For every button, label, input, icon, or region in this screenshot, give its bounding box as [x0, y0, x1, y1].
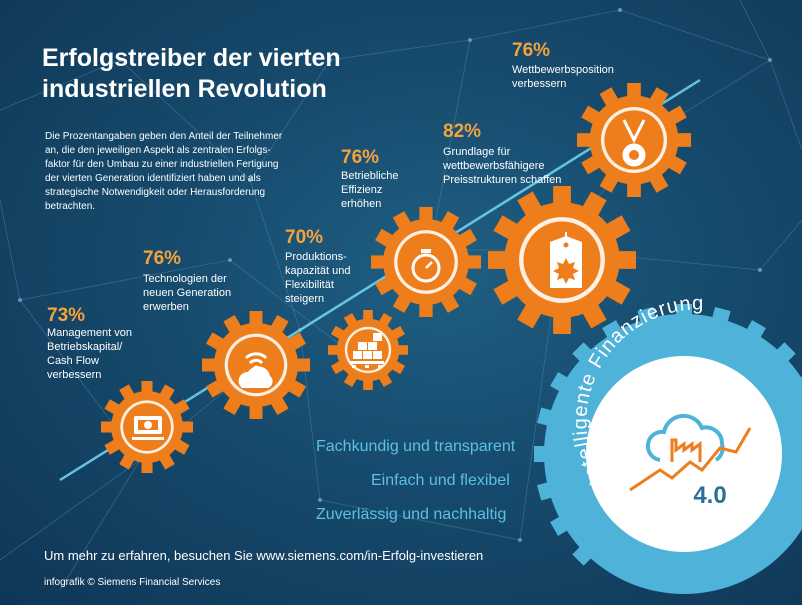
driver-5-label: Grundlage für wettbewerbsfähigere Preiss… [443, 146, 562, 186]
medal-icon [622, 119, 646, 167]
page-title: Erfolgstreiber der vierten industriellen … [42, 44, 341, 103]
badge-version: 4.0 [693, 482, 726, 509]
tagline-2: Einfach und flexibel [371, 472, 510, 489]
tagline-1: Fachkundig und transparent [316, 438, 516, 455]
driver-6-label: Wettbewerbsposition verbessern [512, 64, 614, 90]
teal-gear [534, 304, 802, 594]
credit-text: infografik © Siemens Financial Services [44, 577, 221, 588]
pallet-boxes-icon [350, 333, 384, 368]
tagline-3: Zuverlässig und nachhaltig [316, 506, 507, 523]
cloud-wifi-icon [238, 352, 273, 388]
price-tag-icon [550, 232, 582, 288]
driver-6-percent: 76% [512, 40, 551, 61]
driver-1-label: Management von Betriebskapital/ Cash Flo… [47, 327, 132, 381]
driver-2-percent: 76% [143, 248, 182, 269]
driver-3-percent: 70% [285, 227, 324, 248]
banknote-icon [132, 416, 164, 440]
intro-text: Die Prozentangaben geben den Anteil der … [45, 131, 283, 212]
driver-3-label: Produktions-kapazität und Flexibilität s… [285, 251, 351, 305]
stopwatch-icon [411, 249, 441, 283]
driver-5-percent: 82% [443, 121, 482, 142]
driver-4-label: Betriebliche Effizienz erhöhen [341, 170, 399, 210]
cloud-factory-icon [629, 413, 752, 492]
driver-2-label: Technologien der neuen Generation erwerb… [143, 273, 232, 313]
footer-text: Um mehr zu erfahren, besuchen Sie www.si… [44, 548, 484, 563]
driver-4-percent: 76% [341, 147, 380, 168]
driver-1-percent: 73% [47, 305, 86, 326]
